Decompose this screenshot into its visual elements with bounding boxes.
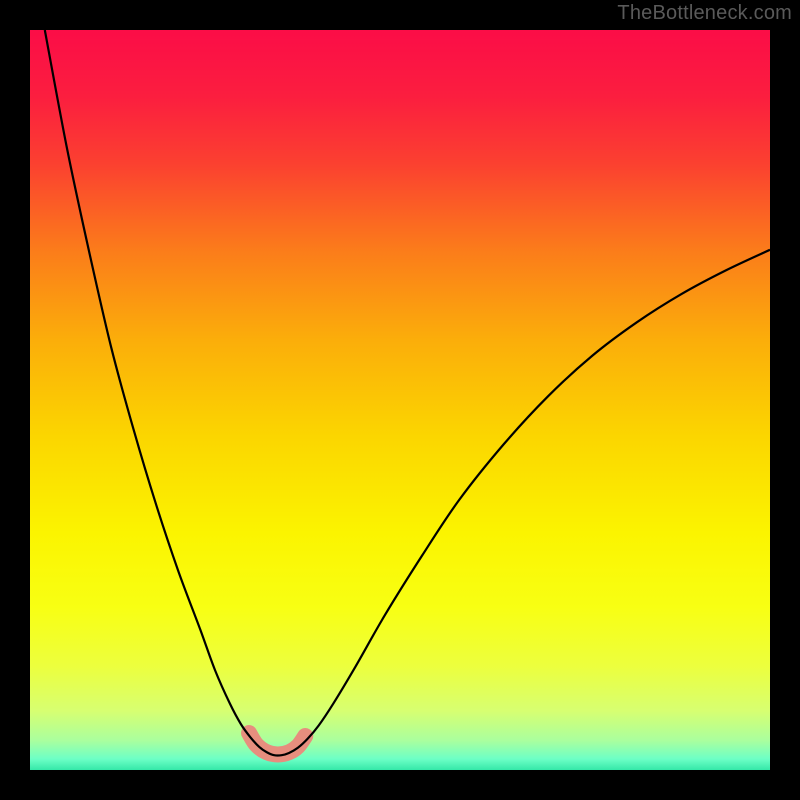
watermark-text: TheBottleneck.com bbox=[617, 2, 792, 25]
chart-frame: TheBottleneck.com bbox=[0, 0, 800, 800]
gradient-background bbox=[30, 30, 770, 770]
